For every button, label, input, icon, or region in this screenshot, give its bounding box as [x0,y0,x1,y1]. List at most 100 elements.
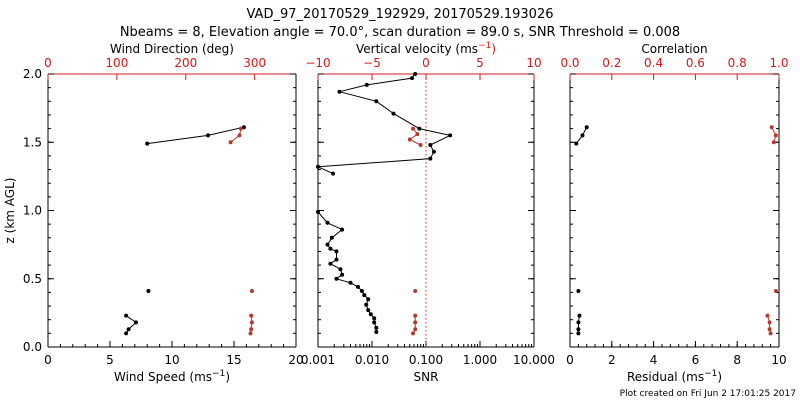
data-point [428,156,433,161]
data-point [334,249,339,254]
panel-1: 0.00.51.01.52.0z (km AGL)0 5 10 15 200 100 200… [3,42,304,384]
top-tick-label: 0.6 [686,56,705,70]
data-point [372,320,377,325]
top-tick-label: 200 [174,56,197,70]
data-point [249,327,254,332]
x-tick-label: 2 [608,353,616,367]
data-point [325,242,330,247]
data-point [576,320,581,325]
top-tick-label: 0.4 [644,56,663,70]
top-tick-label: 0 [422,56,430,70]
data-point [241,125,246,130]
data-point [338,267,343,272]
data-point [768,331,773,336]
unit-close: ) [225,370,230,384]
data-point [249,289,254,293]
series-line [767,315,772,334]
x-tick-label: 0.010 [355,353,389,367]
data-point [328,246,333,251]
data-point [574,141,579,146]
top-tick-label: 1.0 [769,56,788,70]
x-tick-label: 1.000 [463,353,497,367]
top-tick-label: 0.8 [728,56,747,70]
data-point [238,126,243,131]
data-point [417,126,422,131]
x-tick-label: 5 [106,353,114,367]
data-point [364,82,369,87]
x-tick-label: 0 [44,353,52,367]
data-point [415,132,420,137]
x-tick-label: 8 [733,353,741,367]
data-point [413,72,418,76]
data-point [134,320,138,325]
top-tick-label: −10 [305,56,330,70]
data-point [580,133,585,138]
series-line [408,128,421,146]
top-axis-label: Correlation [641,42,707,56]
data-point [411,331,415,336]
data-point [773,133,778,138]
top-axis-label: Vertical velocity (ms−1) [356,41,496,56]
data-point [374,325,379,330]
top-axis-label: Wind Direction (deg) [110,42,234,56]
data-point [364,302,369,307]
figure-subtitle: Nbeams = 8, Elevation angle = 70.0°, sca… [120,25,680,40]
data-point [348,280,353,285]
data-point [577,313,582,318]
data-point [576,327,581,332]
plot-credit: Plot created on Fri Jun 2 17:01:25 2017 [620,389,796,399]
data-point [431,149,436,154]
data-point [767,327,772,332]
unit-superscript: −1 [704,369,717,379]
data-point [124,331,129,336]
series-line [125,315,137,334]
data-point [410,76,414,81]
data-point [413,320,418,325]
data-point [334,276,339,281]
y-tick-label: 0.0 [23,340,42,354]
series-line [250,315,253,334]
x-tick-label: 15 [226,353,241,367]
series-line [577,315,580,334]
x-axis-label: SNR [414,370,439,384]
x-tick-label: 0 [566,353,574,367]
unit-close: ) [491,42,496,56]
data-point [337,89,342,94]
data-point [576,289,581,293]
data-point [146,289,151,293]
x-tick-label: 20 [288,353,303,367]
data-point [325,220,330,225]
data-point [576,331,581,336]
data-point [340,227,345,232]
figure-title: VAD_97_20170529_192929, 20170529.193026 [247,7,554,22]
data-point [418,143,423,147]
data-point [773,289,778,293]
data-point [407,137,412,142]
x-tick-label: 10.000 [513,353,555,367]
data-point [316,164,320,169]
x-tick-label: 0.100 [409,353,443,367]
data-point [249,320,254,325]
x-tick-label: 10 [771,353,786,367]
data-point [767,320,772,325]
data-point [413,313,418,318]
y-tick-label: 1.5 [23,135,42,149]
data-point [328,261,333,266]
top-tick-label: −5 [363,56,381,70]
data-point [228,140,233,145]
data-point [356,284,360,289]
data-point [374,99,379,104]
data-point [413,289,418,293]
data-point [391,111,396,116]
x-tick-label: 0.001 [301,353,335,367]
data-point [374,330,379,334]
data-point [765,313,770,318]
x-tick-label: 6 [692,353,700,367]
x-tick-label: 10 [164,353,179,367]
top-tick-label: 0 [44,56,52,70]
data-point [769,125,774,130]
data-point [124,313,129,318]
data-point [372,316,377,321]
data-point [340,272,345,277]
